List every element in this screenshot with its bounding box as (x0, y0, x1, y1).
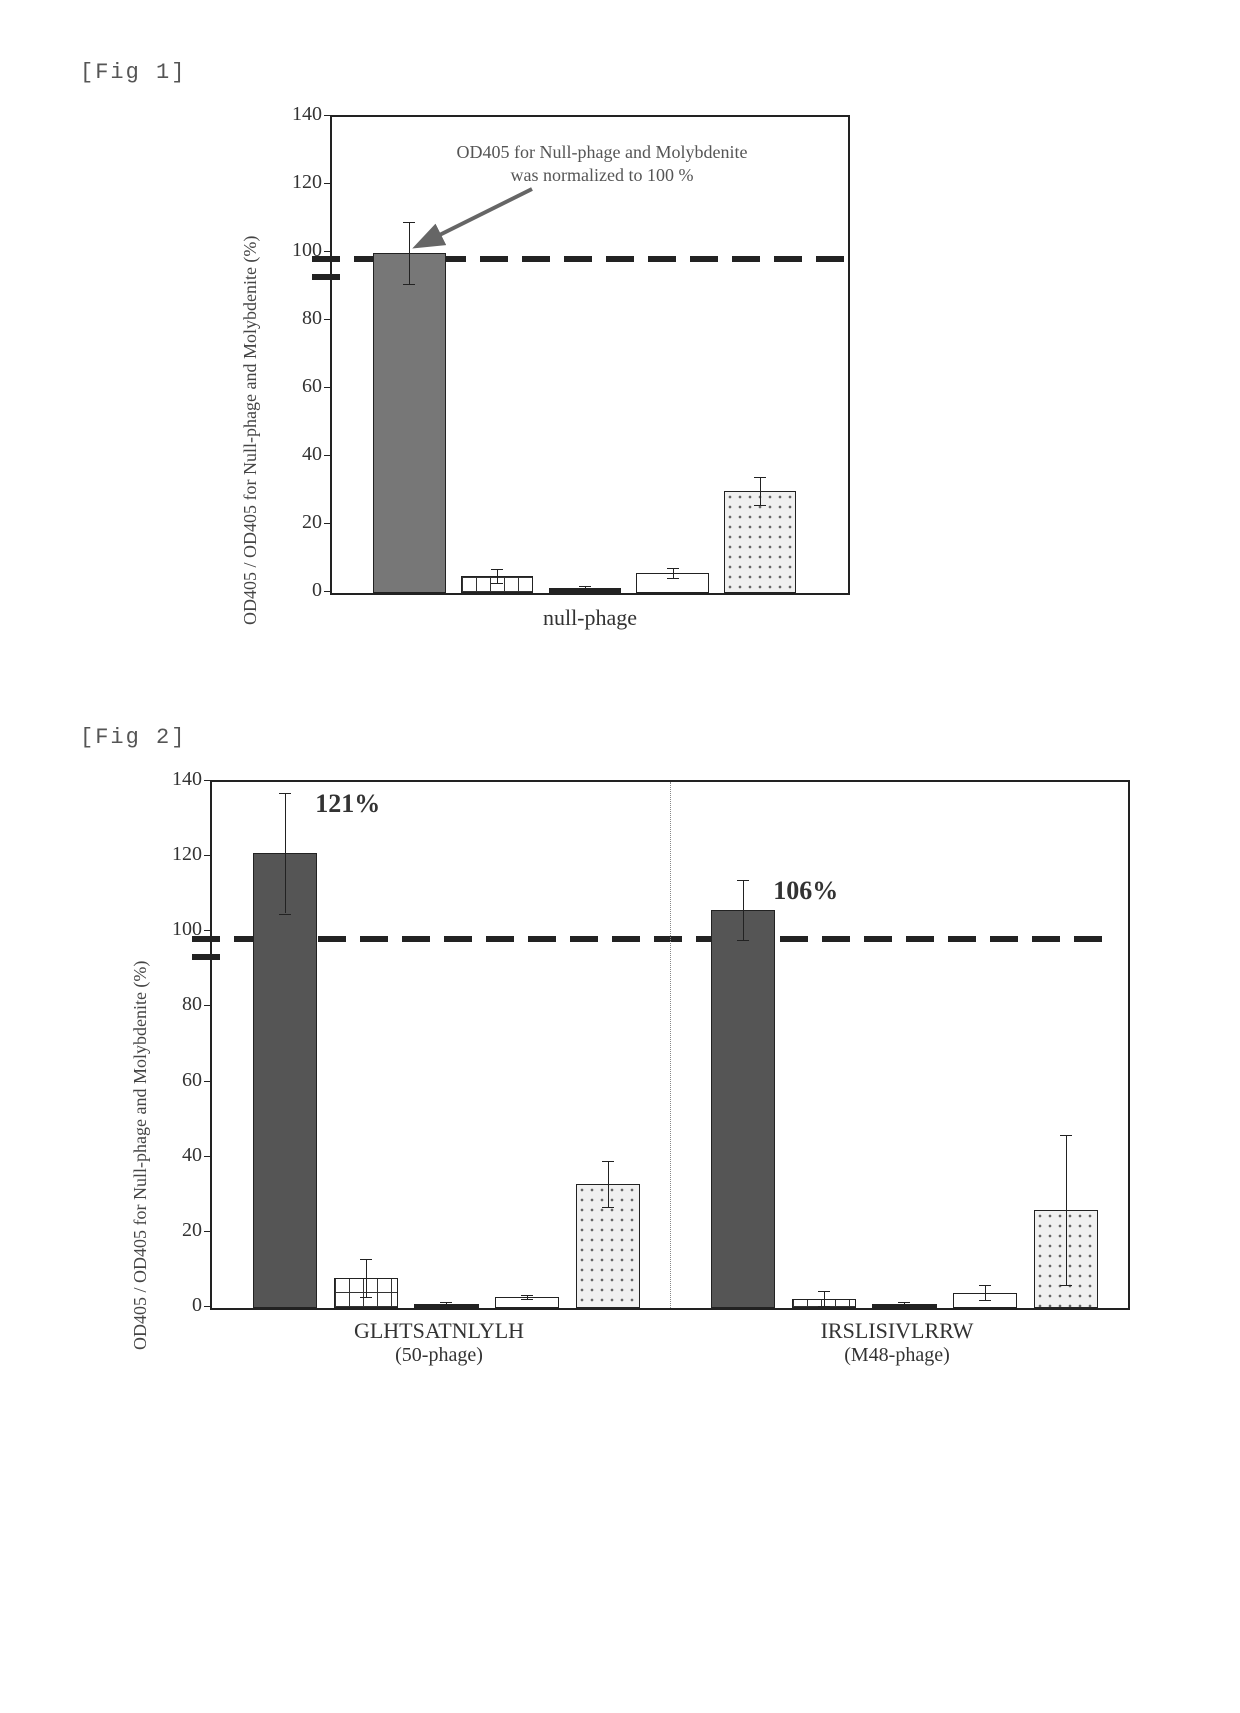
error-cap (737, 940, 749, 941)
fig2-label: [Fig 2] (80, 725, 1160, 750)
x-category-label: GLHTSATNLYLH(50-phage) (210, 1318, 668, 1367)
ytick-mark (324, 115, 330, 116)
error-bar (824, 1291, 825, 1306)
ytick-mark (324, 455, 330, 456)
error-cap (898, 1306, 910, 1307)
ytick-mark (204, 1231, 210, 1232)
ytick-mark (204, 780, 210, 781)
error-cap (754, 505, 766, 506)
error-bar (285, 793, 286, 913)
error-cap (898, 1302, 910, 1303)
ytick-label: 100 (272, 239, 322, 262)
error-cap (979, 1300, 991, 1301)
error-bar (366, 1259, 367, 1297)
panel-divider (670, 782, 671, 1308)
fig2-plot-area: 121% 106% (210, 780, 1130, 1310)
error-cap (491, 569, 503, 570)
x-category-label: IRSLISIVLRRW(M48-phage) (668, 1318, 1126, 1367)
fig1-chart: OD405 / OD405 for Null-phage and Molybde… (260, 105, 880, 665)
ytick-mark (204, 930, 210, 931)
ytick-label: 120 (272, 171, 322, 194)
error-cap (818, 1291, 830, 1292)
ytick-mark (324, 523, 330, 524)
error-cap (491, 583, 503, 584)
ytick-mark (204, 1005, 210, 1006)
error-cap (279, 793, 291, 794)
fig1-label: [Fig 1] (80, 60, 1160, 85)
fig1-x-category: null-phage (330, 605, 850, 631)
error-bar (497, 569, 498, 583)
error-bar (673, 568, 674, 578)
bar (373, 253, 445, 593)
ytick-mark (204, 1156, 210, 1157)
error-cap (667, 578, 679, 579)
error-cap (818, 1306, 830, 1307)
error-cap (579, 590, 591, 591)
ytick-label: 80 (272, 307, 322, 330)
error-cap (403, 284, 415, 285)
ytick-mark (324, 387, 330, 388)
bar (711, 910, 775, 1308)
error-cap (979, 1285, 991, 1286)
ytick-mark (204, 1081, 210, 1082)
ytick-label: 60 (272, 375, 322, 398)
ytick-mark (324, 319, 330, 320)
error-cap (579, 586, 591, 587)
ytick-label: 40 (272, 443, 322, 466)
ytick-mark (204, 855, 210, 856)
ytick-label: 140 (152, 768, 202, 791)
ytick-label: 80 (152, 993, 202, 1016)
error-bar (1066, 1135, 1067, 1285)
error-cap (737, 880, 749, 881)
fig1-yaxis-title: OD405 / OD405 for Null-phage and Molybde… (240, 236, 261, 625)
error-cap (754, 477, 766, 478)
error-cap (360, 1297, 372, 1298)
ytick-label: 20 (272, 511, 322, 534)
fig2-yaxis-title: OD405 / OD405 for Null-phage and Molybde… (130, 961, 151, 1350)
error-cap (403, 222, 415, 223)
ytick-mark (324, 591, 330, 592)
error-bar (409, 222, 410, 283)
error-cap (279, 914, 291, 915)
ytick-label: 0 (272, 579, 322, 602)
error-bar (985, 1285, 986, 1300)
ytick-label: 140 (272, 103, 322, 126)
error-cap (521, 1299, 533, 1300)
error-cap (1060, 1285, 1072, 1286)
error-bar (743, 880, 744, 940)
error-cap (360, 1259, 372, 1260)
ytick-label: 0 (152, 1294, 202, 1317)
error-cap (1060, 1135, 1072, 1136)
error-cap (602, 1207, 614, 1208)
ytick-label: 60 (152, 1069, 202, 1092)
error-cap (440, 1302, 452, 1303)
fig1-plot-area: OD405 for Null-phage and Molybdenitewas … (330, 115, 850, 595)
value-label: 121% (315, 789, 380, 819)
ytick-label: 20 (152, 1219, 202, 1242)
error-bar (760, 477, 761, 504)
fig2-chart: OD405 / OD405 for Null-phage and Molybde… (140, 770, 1160, 1410)
ytick-label: 100 (152, 918, 202, 941)
ytick-mark (324, 251, 330, 252)
ytick-mark (204, 1306, 210, 1307)
error-bar (608, 1161, 609, 1206)
ytick-mark (324, 183, 330, 184)
error-cap (667, 568, 679, 569)
bar (253, 853, 317, 1308)
ytick-label: 40 (152, 1144, 202, 1167)
error-cap (440, 1306, 452, 1307)
ytick-label: 120 (152, 843, 202, 866)
error-cap (602, 1161, 614, 1162)
error-cap (521, 1295, 533, 1296)
bar (724, 491, 796, 593)
value-label: 106% (773, 876, 838, 906)
fig1-annotation: OD405 for Null-phage and Molybdenitewas … (412, 141, 792, 188)
